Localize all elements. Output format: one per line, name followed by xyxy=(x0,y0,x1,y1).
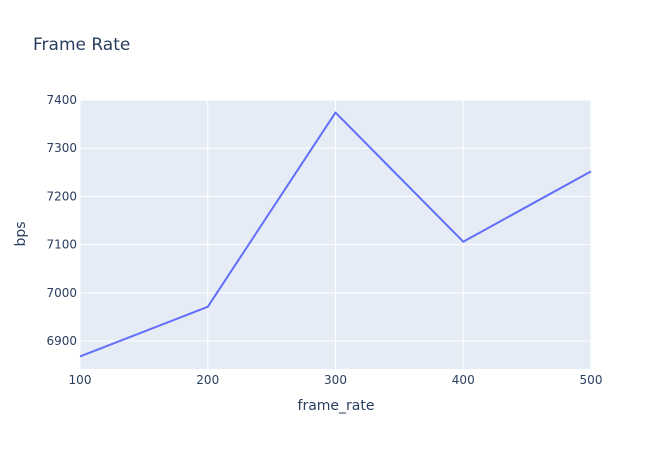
y-tick-label: 7300 xyxy=(46,141,77,155)
y-tick-label: 7200 xyxy=(46,189,77,203)
x-tick-label: 300 xyxy=(324,373,347,387)
y-tick-label: 7400 xyxy=(46,93,77,107)
x-axis-title: frame_rate xyxy=(298,398,375,414)
x-tick-label: 100 xyxy=(69,373,92,387)
chart-title: Frame Rate xyxy=(33,35,130,55)
series-line xyxy=(79,111,592,358)
grid-lines xyxy=(79,99,592,369)
y-axis-title: bps xyxy=(13,221,29,246)
series-layer xyxy=(79,111,592,358)
y-tick-label: 6900 xyxy=(46,334,77,348)
x-tick-label: 400 xyxy=(452,373,475,387)
x-tick-label: 500 xyxy=(580,373,603,387)
y-tick-label: 7000 xyxy=(46,286,77,300)
x-tick-label: 200 xyxy=(196,373,219,387)
y-tick-label: 7100 xyxy=(46,238,77,252)
y-axis-ticks: 6900 7000 7100 7200 7300 7400 xyxy=(46,93,77,348)
x-axis-ticks: 100 200 300 400 500 xyxy=(69,373,603,387)
